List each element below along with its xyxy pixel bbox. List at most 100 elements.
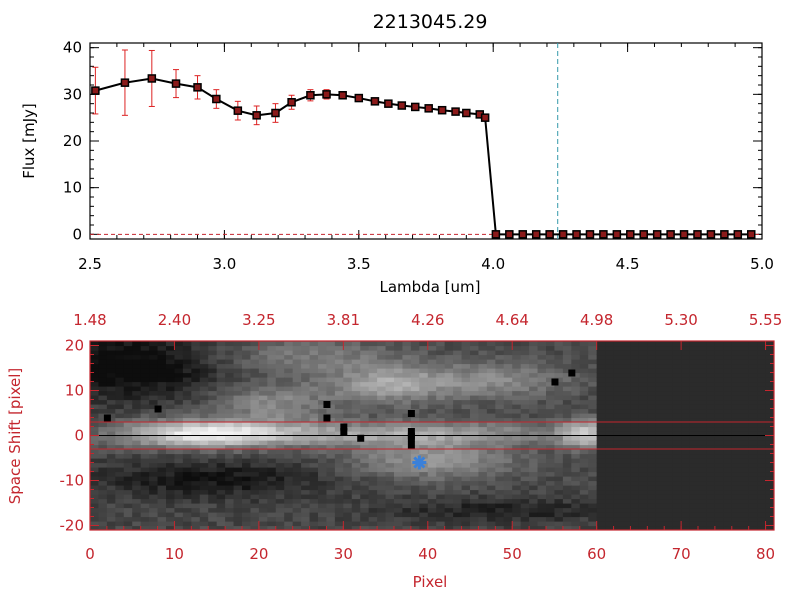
image-pixel	[90, 485, 100, 491]
image-pixel	[326, 498, 336, 504]
image-pixel	[275, 503, 285, 509]
image-pixel	[757, 426, 767, 432]
image-pixel	[630, 471, 640, 477]
image-pixel	[402, 521, 412, 527]
image-pixel	[115, 354, 125, 360]
image-pixel	[106, 408, 116, 414]
image-pixel	[166, 440, 176, 446]
image-pixel	[368, 345, 378, 351]
image-pixel	[166, 458, 176, 464]
image-pixel	[503, 476, 513, 482]
image-pixel	[529, 377, 539, 383]
image-pixel	[351, 377, 361, 383]
image-pixel	[622, 507, 632, 513]
image-pixel	[495, 521, 505, 527]
image-pixel	[453, 449, 463, 455]
image-pixel	[757, 485, 767, 491]
image-pixel	[613, 390, 623, 396]
image-pixel	[723, 498, 733, 504]
image-pixel	[622, 377, 632, 383]
image-pixel	[301, 350, 311, 356]
image-pixel	[90, 476, 100, 482]
image-pixel	[714, 381, 724, 387]
image-pixel	[275, 359, 285, 365]
image-pixel	[115, 507, 125, 513]
image-pixel	[630, 354, 640, 360]
image-pixel	[689, 444, 699, 450]
image-pixel	[368, 372, 378, 378]
image-pixel	[520, 386, 530, 392]
image-pixel	[233, 413, 243, 419]
image-pixel	[765, 521, 774, 527]
image-pixel	[149, 354, 159, 360]
image-pixel	[723, 453, 733, 459]
image-pixel	[689, 489, 699, 495]
image-pixel	[723, 345, 733, 351]
image-pixel	[318, 350, 328, 356]
image-pixel	[554, 359, 564, 365]
image-pixel	[140, 444, 150, 450]
image-pixel	[191, 359, 201, 365]
image-pixel	[106, 489, 116, 495]
image-pixel	[284, 354, 294, 360]
image-pixel	[546, 498, 556, 504]
image-pixel	[765, 498, 774, 504]
image-pixel	[529, 440, 539, 446]
image-pixel	[368, 381, 378, 387]
image-pixel	[216, 372, 226, 378]
image-pixel	[267, 368, 277, 374]
image-pixel	[731, 503, 741, 509]
image-pixel	[537, 453, 547, 459]
image-pixel	[334, 458, 344, 464]
image-pixel	[503, 368, 513, 374]
image-pixel	[199, 359, 209, 365]
image-pixel	[613, 399, 623, 405]
image-pixel	[503, 525, 513, 530]
image-pixel	[275, 525, 285, 530]
image-pixel	[98, 525, 108, 530]
image-pixel	[419, 440, 429, 446]
image-pixel	[546, 449, 556, 455]
image-pixel	[106, 512, 116, 518]
image-pixel	[191, 444, 201, 450]
image-pixel	[343, 386, 353, 392]
image-pixel	[757, 435, 767, 441]
image-pixel	[275, 404, 285, 410]
image-pixel	[427, 462, 437, 468]
image-pixel	[326, 399, 336, 405]
image-pixel	[377, 345, 387, 351]
image-pixel	[132, 395, 142, 401]
image-pixel	[334, 381, 344, 387]
image-pixel	[410, 444, 420, 450]
image-pixel	[664, 368, 674, 374]
image-pixel	[410, 413, 420, 419]
image-pixel	[419, 390, 429, 396]
image-pixel	[655, 431, 665, 437]
image-pixel	[309, 521, 319, 527]
image-pixel	[275, 480, 285, 486]
image-pixel	[191, 395, 201, 401]
image-pixel	[503, 350, 513, 356]
image-pixel	[174, 453, 184, 459]
image-pixel	[512, 476, 522, 482]
image-pixel	[157, 408, 167, 414]
image-pixel	[562, 444, 572, 450]
image-pixel	[115, 413, 125, 419]
image-pixel	[149, 449, 159, 455]
image-pixel	[571, 390, 581, 396]
data-point	[545, 230, 554, 239]
image-pixel	[613, 498, 623, 504]
image-pixel	[132, 471, 142, 477]
image-pixel	[402, 422, 412, 428]
image-pixel	[698, 354, 708, 360]
image-pixel	[90, 368, 100, 374]
image-pixel	[529, 476, 539, 482]
image-pixel	[444, 426, 454, 432]
image-pixel	[250, 444, 260, 450]
image-pixel	[149, 507, 159, 513]
image-pixel	[478, 377, 488, 383]
image-pixel	[495, 444, 505, 450]
image-pixel	[698, 521, 708, 527]
image-pixel	[157, 521, 167, 527]
image-pixel	[748, 521, 758, 527]
